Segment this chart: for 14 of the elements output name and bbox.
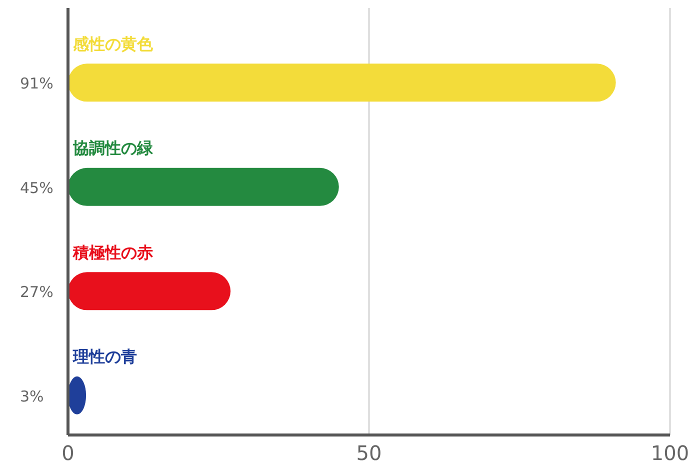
y-tick-label: 協調性の緑 (72, 138, 154, 158)
bar (68, 168, 339, 206)
x-tick-label: 0 (62, 441, 74, 465)
x-tick-label: 100 (650, 441, 690, 465)
data-label: 91% (20, 74, 54, 93)
data-label: 3% (20, 387, 44, 406)
bar (68, 272, 231, 310)
y-tick-label: 理性の青 (72, 347, 137, 366)
y-tick-label: 感性の黄色 (72, 34, 154, 54)
bar (68, 64, 616, 102)
x-tick-label: 50 (356, 441, 382, 465)
y-tick-label: 積極性の赤 (72, 242, 153, 262)
data-label: 27% (20, 283, 54, 302)
data-label: 45% (20, 178, 54, 197)
